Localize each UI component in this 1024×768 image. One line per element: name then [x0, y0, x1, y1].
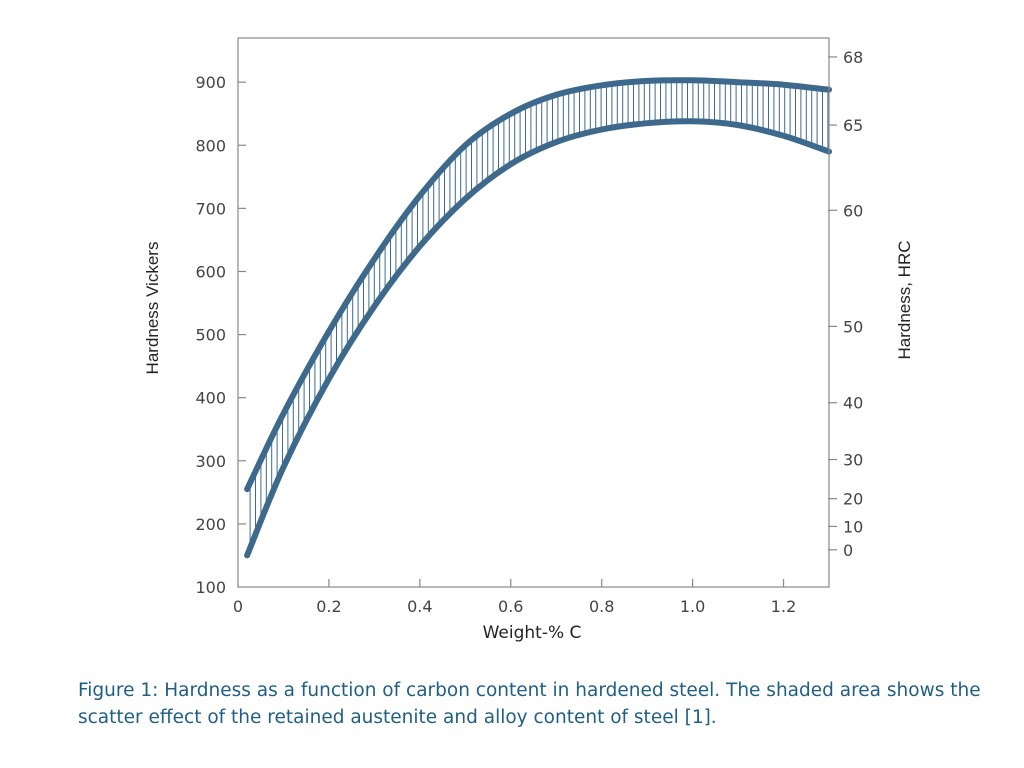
y-tick-label: 900 [195, 73, 226, 92]
y2-tick-label: 50 [843, 317, 863, 336]
x-tick-label: 0.8 [589, 597, 614, 616]
y-tick-label: 500 [195, 326, 226, 345]
y2-tick-label: 20 [843, 490, 863, 509]
x-tick-label: 0 [233, 597, 243, 616]
y-tick-label: 600 [195, 262, 226, 281]
x-tick-label: 1.0 [680, 597, 705, 616]
y2-tick-label: 40 [843, 394, 863, 413]
figure-caption: Figure 1: Hardness as a function of carb… [78, 680, 981, 728]
y-tick-label: 700 [195, 199, 226, 218]
y2-tick-label: 65 [843, 116, 863, 135]
y-tick-label: 100 [195, 578, 226, 597]
x-tick-label: 0.2 [316, 597, 341, 616]
y-tick-label: 800 [195, 136, 226, 155]
x-tick-label: 1.2 [771, 597, 796, 616]
x-tick-label: 0.6 [498, 597, 523, 616]
y2-tick-label: 10 [843, 517, 863, 536]
y-tick-label: 300 [195, 452, 226, 471]
x-tick-label: 0.4 [407, 597, 432, 616]
plot-frame [237, 37, 830, 588]
upper-bound-curve [244, 77, 832, 493]
y-tick-label: 200 [195, 515, 226, 534]
scatter-band-hatching [249, 80, 829, 549]
y2-tick-label: 60 [843, 201, 863, 220]
y-axis-title: Hardness Vickers [143, 242, 162, 375]
y-tick-label: 400 [195, 389, 226, 408]
y2-tick-label: 30 [843, 451, 863, 470]
y2-tick-label: 0 [843, 541, 853, 560]
lower-bound-curve [244, 118, 832, 559]
y2-tick-label: 68 [843, 48, 863, 67]
x-axis-title: Weight-% C [483, 623, 582, 643]
y2-axis-title: Hardness, HRC [895, 240, 914, 359]
